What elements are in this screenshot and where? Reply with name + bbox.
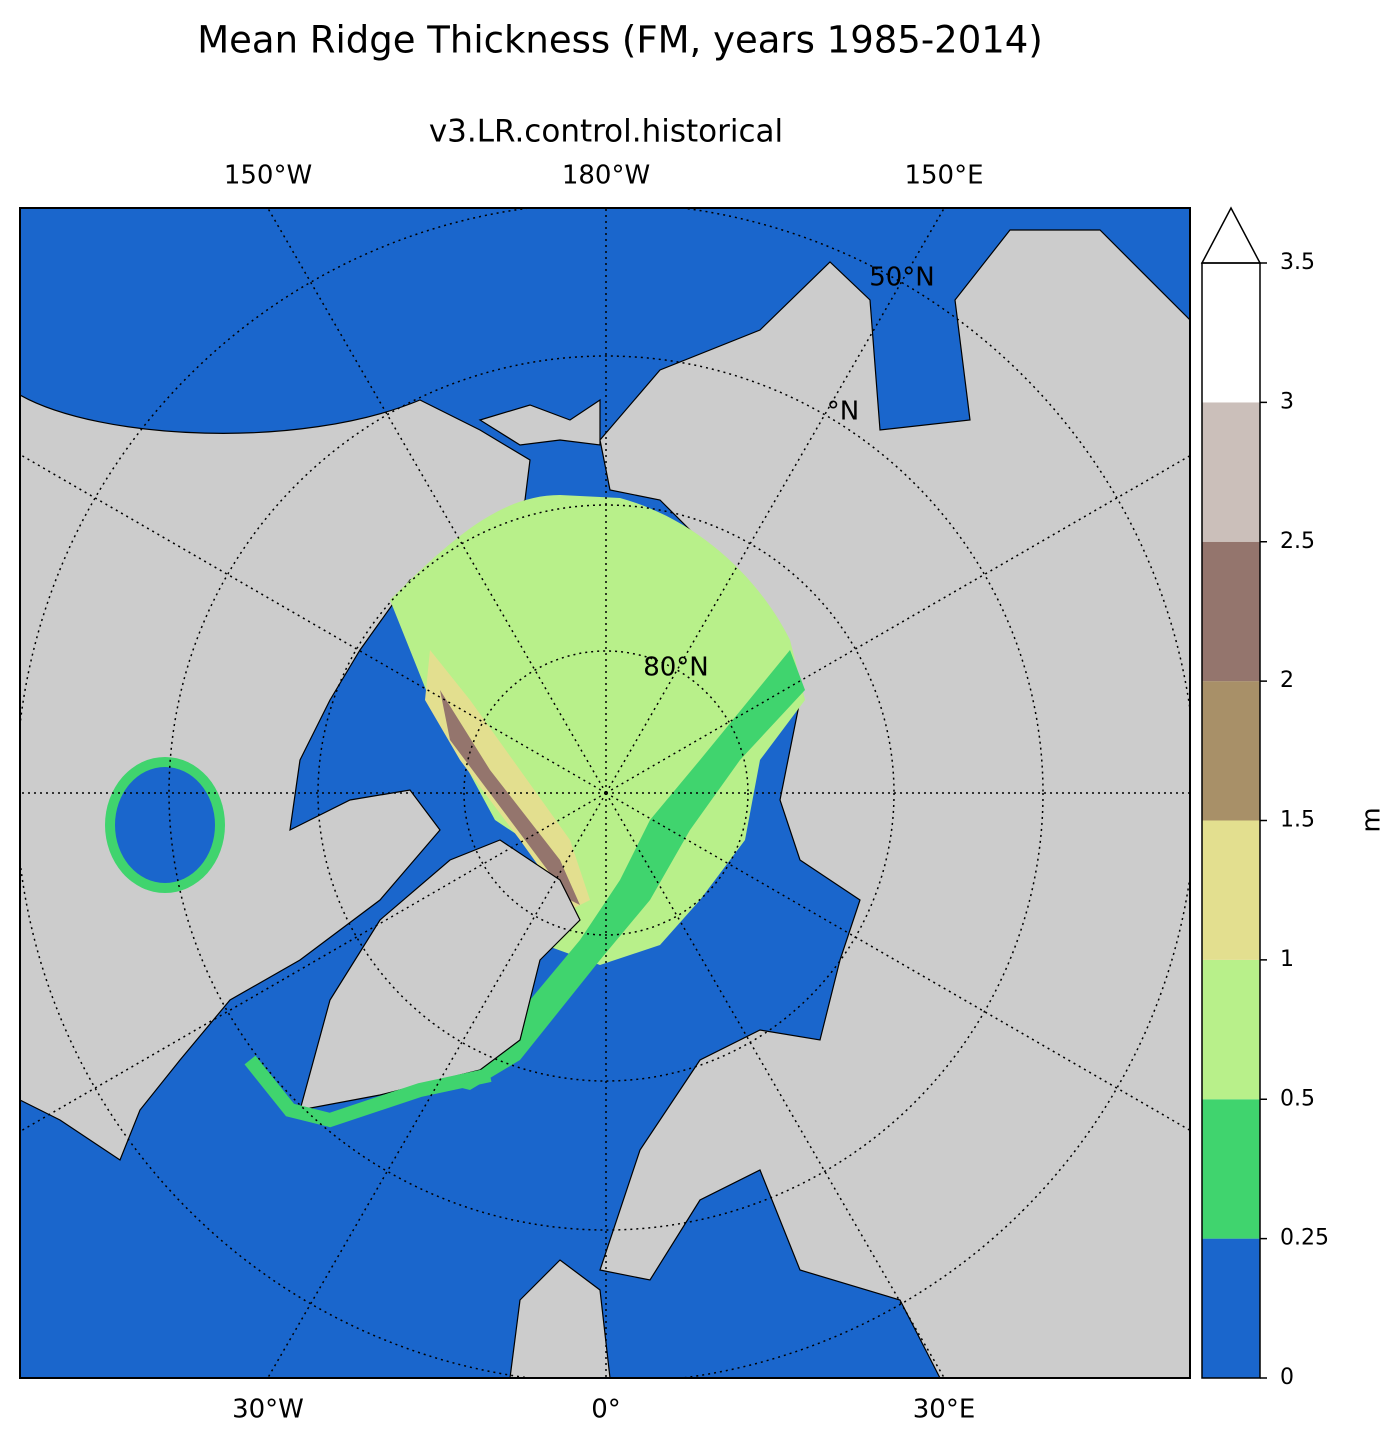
colorbar-band — [1202, 959, 1260, 1100]
land — [20, 394, 531, 1161]
colorbar-tick-label: 0 — [1280, 1365, 1294, 1390]
title: Mean Ridge Thickness (FM, years 1985-201… — [197, 19, 1043, 62]
colorbar-band — [1202, 1099, 1260, 1239]
sea-ice — [244, 1055, 492, 1128]
colorbar-band — [1202, 820, 1260, 960]
longitude-label: 0° — [591, 1395, 621, 1425]
longitude-label: 180°W — [562, 161, 650, 191]
colorbar-label: m — [1357, 807, 1387, 832]
latitude-label: 50°N — [869, 263, 935, 293]
colorbar-tick-label: 0.5 — [1280, 1086, 1315, 1111]
colorbar-tick-label: 1.5 — [1280, 808, 1315, 833]
colorbar-tick-label: 3.5 — [1280, 250, 1315, 275]
land — [599, 229, 1190, 1378]
land — [509, 1259, 611, 1378]
colorbar-band — [1202, 263, 1260, 403]
colorbar-tick-label: 2 — [1280, 668, 1294, 693]
colorbar-tick-label: 2.5 — [1280, 529, 1315, 554]
land — [478, 398, 601, 446]
latitude-label: °N — [827, 397, 859, 427]
colorbar-extend — [1200, 206, 1262, 264]
sea-ice — [425, 650, 590, 910]
longitude-label: 150°E — [904, 161, 983, 191]
colorbar-band — [1202, 1238, 1260, 1378]
colorbar-band — [1202, 402, 1260, 542]
sea-ice — [430, 650, 805, 1090]
subtitle: v3.LR.control.historical — [429, 114, 783, 150]
colorbar-band — [1202, 681, 1260, 821]
colorbar-band — [1202, 541, 1260, 682]
colorbar-tick-label: 3 — [1280, 389, 1294, 414]
longitude-label: 30°E — [913, 1395, 976, 1425]
latitude-label: 80°N — [643, 653, 709, 683]
longitude-label: 150°W — [224, 161, 312, 191]
longitude-label: 30°W — [232, 1395, 304, 1425]
map-frame — [19, 207, 1191, 1379]
sea-ice — [440, 690, 580, 905]
colorbar-tick-label: 0.25 — [1280, 1226, 1329, 1251]
colorbar-tick-label: 1 — [1280, 947, 1294, 972]
hudson-bay — [115, 767, 215, 883]
